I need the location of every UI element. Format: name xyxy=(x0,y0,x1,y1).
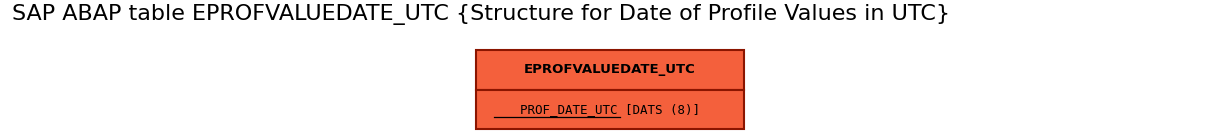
FancyBboxPatch shape xyxy=(476,90,744,129)
Text: PROF_DATE_UTC [DATS (8)]: PROF_DATE_UTC [DATS (8)] xyxy=(520,103,700,116)
Text: EPROFVALUEDATE_UTC: EPROFVALUEDATE_UTC xyxy=(525,63,695,76)
Text: SAP ABAP table EPROFVALUEDATE_UTC {Structure for Date of Profile Values in UTC}: SAP ABAP table EPROFVALUEDATE_UTC {Struc… xyxy=(12,4,950,25)
FancyBboxPatch shape xyxy=(476,50,744,90)
